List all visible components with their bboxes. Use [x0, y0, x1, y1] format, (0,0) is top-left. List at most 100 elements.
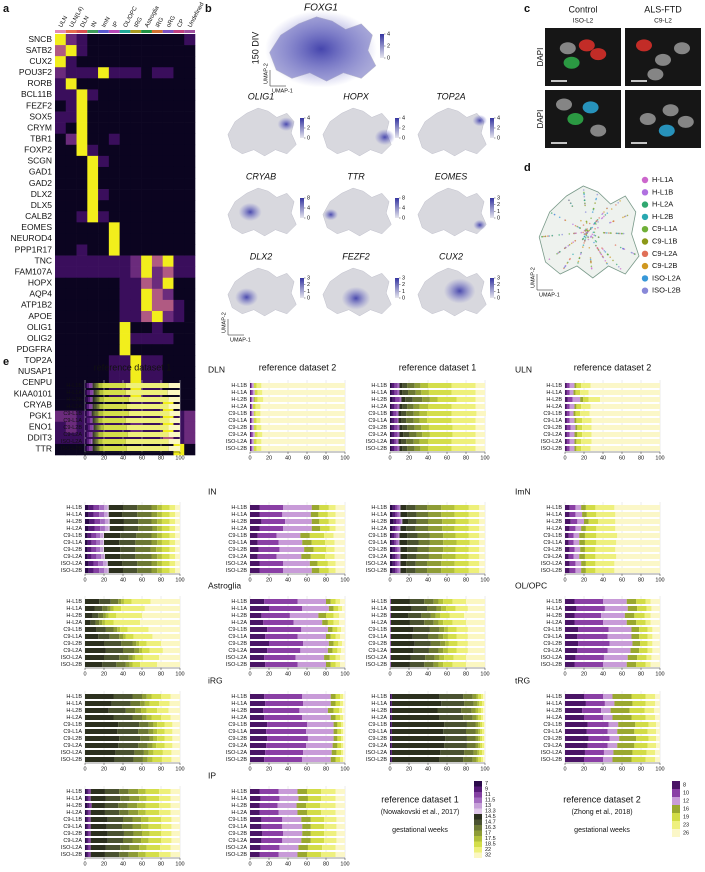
- cell-point: [572, 223, 574, 226]
- bar-segment: [175, 533, 180, 538]
- sample-label: H-L1A: [66, 390, 82, 396]
- bar-segment: [428, 519, 443, 524]
- legend-unit: gestational weeks: [392, 827, 448, 834]
- heatmap-cell: [108, 89, 120, 101]
- bar-segment: [468, 568, 480, 573]
- bar-segment: [250, 432, 251, 437]
- bar-segment: [401, 397, 406, 402]
- bar-segment: [428, 512, 442, 517]
- bar-segment: [89, 803, 92, 808]
- bar-segment: [390, 519, 394, 524]
- bar-segment: [120, 845, 130, 850]
- bar-segment: [453, 655, 466, 660]
- heatmap-cell: [55, 222, 67, 234]
- bar-segment: [445, 641, 449, 646]
- bar-segment: [343, 736, 345, 741]
- heatmap-cell: [184, 410, 196, 423]
- bar-segment: [157, 526, 162, 531]
- heatmap-cell: [87, 255, 99, 267]
- bar-segment: [397, 432, 400, 437]
- heatmap-cell: [162, 189, 174, 201]
- bar-segment: [442, 554, 456, 559]
- bar-segment: [337, 648, 342, 653]
- cell-point: [574, 240, 576, 242]
- bar-segment: [108, 568, 123, 573]
- bar-segment: [170, 810, 180, 815]
- bar-segment: [297, 662, 326, 667]
- colorbar-tick-label: 0: [497, 295, 500, 301]
- heatmap-cell: [76, 421, 88, 434]
- bar-segment: [164, 729, 173, 734]
- bar-segment: [438, 599, 444, 604]
- heatmap-cell: [151, 222, 163, 234]
- cell-point: [590, 265, 593, 268]
- bar-segment: [88, 831, 91, 836]
- bar-segment: [335, 634, 341, 639]
- bar-segment: [140, 701, 145, 706]
- bar-segment: [390, 662, 410, 667]
- umap-expression: [265, 10, 377, 88]
- bar-segment: [250, 810, 260, 815]
- bar-segment: [580, 547, 585, 552]
- bar-segment: [581, 446, 591, 451]
- cell-point: [606, 232, 608, 234]
- bar-segment: [335, 662, 341, 667]
- gene-title: CRYAB: [246, 171, 276, 181]
- bar-segment: [320, 803, 336, 808]
- bar-segment: [107, 512, 109, 517]
- heatmap-cell: [55, 421, 67, 434]
- bar-segment: [121, 599, 124, 604]
- bar-segment: [330, 715, 336, 720]
- bar-segment: [85, 519, 90, 524]
- bar-segment: [612, 694, 632, 699]
- bar-segment: [391, 743, 445, 748]
- bar-segment: [256, 439, 262, 444]
- x-tick-label: 80: [463, 577, 469, 583]
- bar-segment: [254, 390, 258, 395]
- bar-segment: [614, 505, 660, 510]
- bar-segment: [390, 425, 392, 430]
- bar-segment: [336, 817, 345, 822]
- sample-label: H-L1A: [231, 390, 247, 396]
- bar-segment: [108, 613, 117, 618]
- bar-segment: [395, 547, 398, 552]
- sample-label: H-L2B: [66, 397, 82, 403]
- bar-segment: [427, 418, 452, 423]
- bar-segment: [118, 599, 122, 604]
- bar-segment: [107, 831, 124, 836]
- bar-segment: [640, 641, 648, 646]
- heatmap-cell: [55, 355, 67, 367]
- bar-segment: [569, 446, 575, 451]
- bar-segment: [172, 722, 180, 727]
- cell-point: [588, 229, 590, 232]
- heatmap-cell: [184, 432, 196, 445]
- heatmap-cell: [87, 266, 99, 279]
- bar-segment: [565, 446, 567, 451]
- bar-segment: [175, 540, 180, 545]
- bar-segment: [335, 852, 345, 857]
- bar-segment: [634, 743, 648, 748]
- bar-segment: [171, 838, 180, 843]
- bar-segment: [139, 648, 142, 653]
- bar-segment: [565, 694, 584, 699]
- colorbar: [300, 118, 304, 138]
- sample-label: C9-L2B: [368, 547, 387, 553]
- bar-segment: [118, 803, 128, 808]
- bar-segment: [164, 743, 173, 748]
- bar-segment: [612, 757, 632, 762]
- bar-segment: [85, 627, 97, 632]
- bar-segment: [104, 620, 114, 625]
- bar-segment: [85, 817, 87, 822]
- bar-segment: [175, 554, 180, 559]
- bar-segment: [456, 634, 468, 639]
- bar-segment: [477, 701, 480, 706]
- x-tick-label: 100: [480, 577, 489, 583]
- bar-segment: [565, 505, 570, 510]
- bar-segment: [85, 662, 103, 667]
- sample-label: H-L1B: [66, 505, 82, 511]
- bar-segment: [478, 743, 481, 748]
- bar-segment: [468, 526, 480, 531]
- bar-segment: [250, 845, 261, 850]
- bar-segment: [85, 831, 87, 836]
- heatmap-cell: [162, 166, 174, 179]
